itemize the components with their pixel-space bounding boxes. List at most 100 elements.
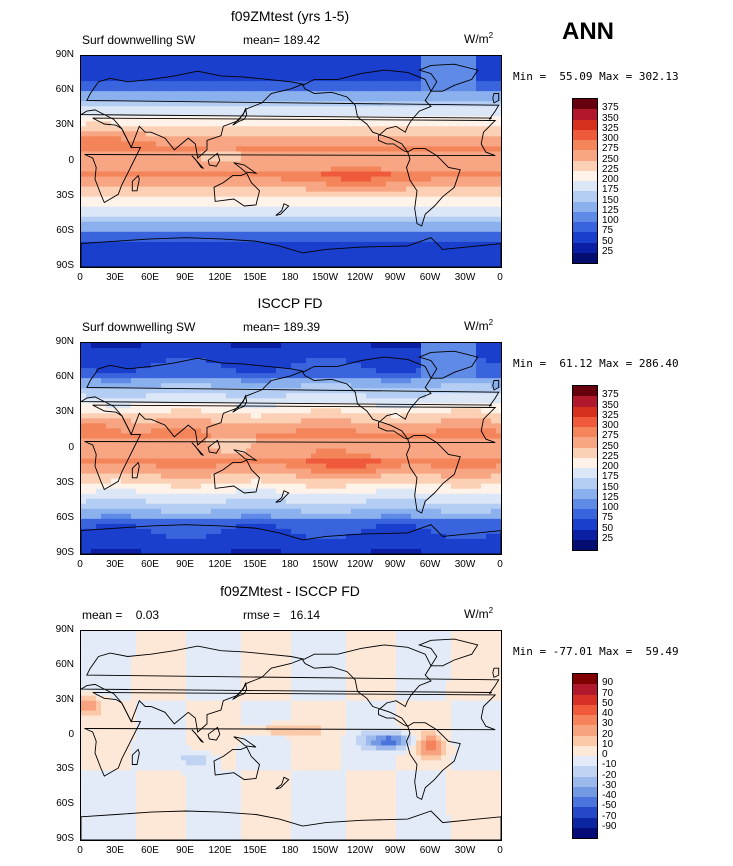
field-cell [366, 241, 372, 248]
field-cell [176, 181, 182, 188]
field-cell [266, 368, 272, 374]
field-cell [116, 246, 122, 253]
field-cell [206, 151, 212, 158]
field-cell [176, 373, 182, 379]
field-cell [221, 378, 227, 384]
field-cell [476, 146, 482, 153]
field-cell [321, 201, 327, 208]
field-cell [311, 196, 317, 203]
field-cell [116, 121, 122, 127]
field-cell [371, 56, 377, 62]
field-cell [146, 388, 152, 394]
field-cell [186, 121, 192, 127]
field-cell [451, 81, 457, 87]
field-cell [231, 388, 237, 394]
field-cell [266, 211, 272, 218]
field-cell [411, 126, 417, 132]
field-cell [461, 156, 467, 163]
field-cell [146, 211, 152, 218]
field-cell [476, 76, 482, 82]
field-cell [421, 343, 427, 349]
field-cell [461, 221, 467, 228]
field-cell [281, 141, 287, 148]
field-cell [271, 413, 277, 419]
field-cell [116, 236, 122, 243]
field-cell [296, 66, 302, 72]
field-cell [156, 221, 162, 228]
field-cell [171, 186, 177, 193]
field-cell [86, 206, 92, 213]
field-cell [311, 96, 317, 102]
field-cell [101, 246, 107, 253]
field-cell [91, 146, 97, 153]
field-cell [126, 358, 132, 364]
field-cell [116, 368, 122, 374]
field-cell [176, 126, 182, 132]
field-cell [441, 236, 447, 243]
field-cell [321, 181, 327, 188]
field-cell [216, 161, 222, 168]
field-cell [116, 348, 122, 354]
field-cell [441, 156, 447, 163]
field-cell [381, 116, 387, 122]
field-cell [231, 71, 237, 77]
field-cell [181, 116, 187, 122]
field-cell [251, 81, 257, 87]
field-cell [351, 116, 357, 122]
field-cell [306, 151, 312, 158]
field-cell [456, 101, 462, 107]
field-cell [431, 176, 437, 183]
field-cell [446, 181, 452, 188]
field-cell [331, 398, 337, 404]
field-cell [136, 418, 142, 424]
field-cell [316, 136, 322, 143]
field-cell [146, 403, 152, 409]
field-cell [186, 111, 192, 117]
field-cell [391, 186, 397, 193]
field-cell [166, 191, 172, 198]
field-cell [496, 106, 501, 112]
field-cell [381, 131, 387, 137]
field-cell [451, 131, 457, 137]
field-cell [131, 408, 137, 414]
field-cell [121, 206, 127, 213]
field-cell [176, 418, 182, 424]
field-cell [186, 383, 192, 389]
field-cell [321, 363, 327, 369]
field-cell [181, 246, 187, 253]
field-cell [181, 383, 187, 389]
field-cell [271, 181, 277, 188]
field-cell [321, 101, 327, 107]
field-cell [241, 151, 247, 158]
field-cell [311, 398, 317, 404]
field-cell [161, 388, 167, 394]
field-cell [461, 151, 467, 158]
field-cell [251, 358, 257, 364]
field-cell [261, 251, 267, 258]
field-cell [376, 261, 382, 267]
field-cell [296, 141, 302, 148]
field-cell [196, 196, 202, 203]
field-cell [341, 398, 347, 404]
field-cell [246, 136, 252, 143]
field-cell [301, 166, 307, 173]
field-cell [386, 86, 392, 92]
field-cell [351, 261, 357, 267]
field-cell [251, 86, 257, 92]
field-cell [216, 423, 222, 430]
field-cell [476, 191, 482, 198]
field-cell [366, 378, 372, 384]
field-cell [186, 206, 192, 213]
field-cell [376, 201, 382, 208]
field-cell [341, 121, 347, 127]
field-cell [441, 348, 447, 354]
field-cell [371, 348, 377, 354]
field-cell [266, 181, 272, 188]
field-cell [206, 423, 212, 430]
field-cell [101, 226, 107, 233]
field-cell [466, 388, 472, 394]
field-cell [406, 231, 412, 238]
field-cell [486, 61, 492, 67]
field-cell [416, 126, 422, 132]
field-cell [141, 221, 147, 228]
